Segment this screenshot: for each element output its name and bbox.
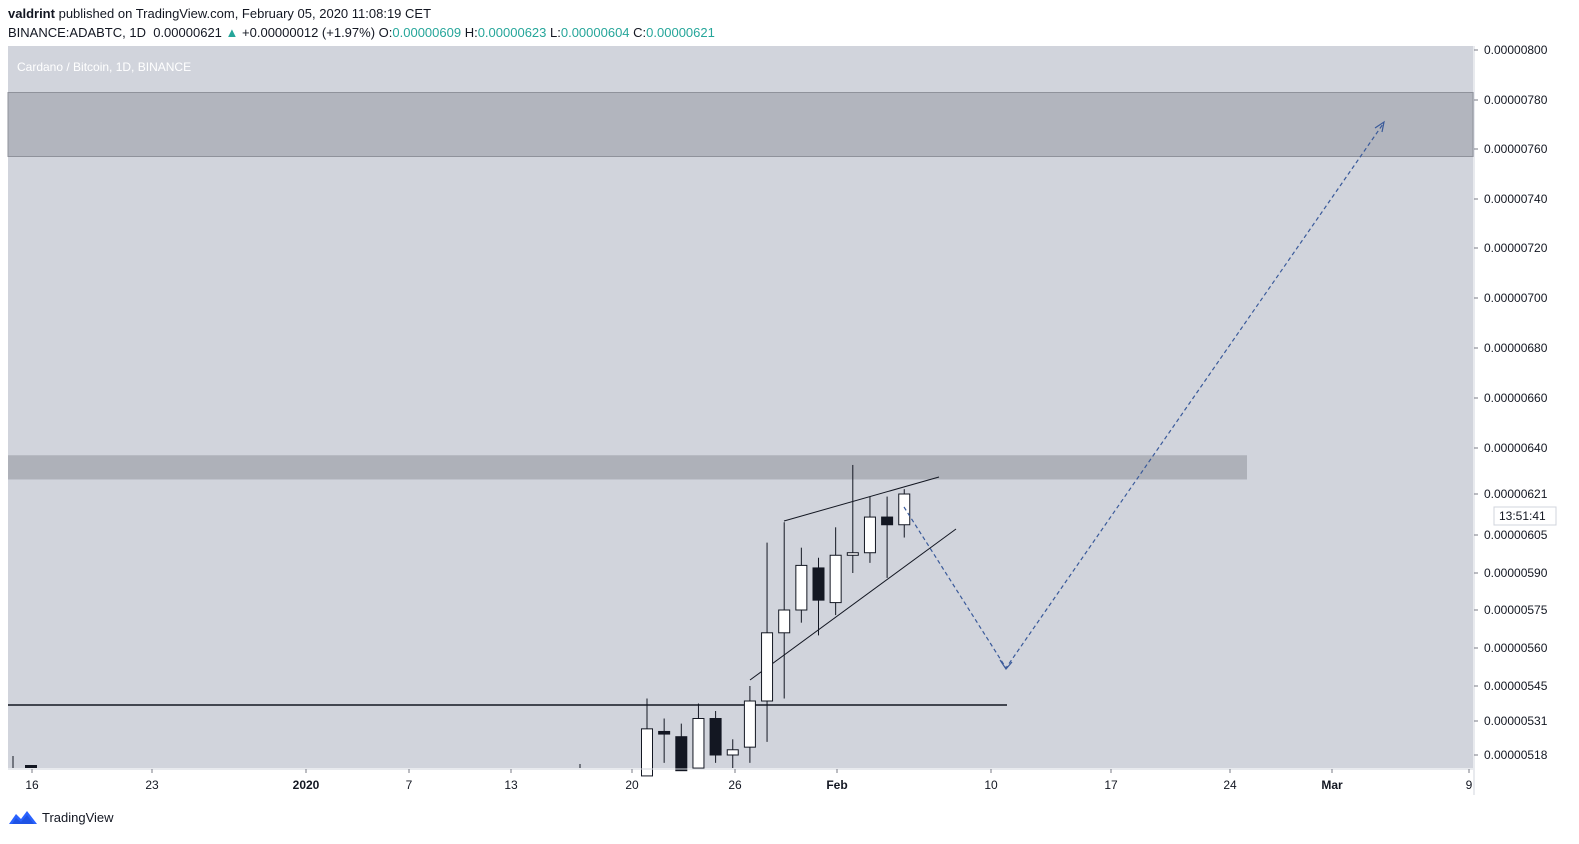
candle-body [795, 564, 808, 611]
price-tick-label: 0.00000621 [1484, 487, 1548, 501]
candle-body [658, 730, 671, 735]
countdown-label: 13:51:41 [1499, 509, 1546, 523]
price-tick-label: 0.00000700 [1484, 291, 1548, 305]
price-tick-label: 0.00000760 [1484, 142, 1548, 156]
chart-title: Cardano / Bitcoin, 1D, BINANCE [17, 60, 191, 74]
candle [829, 527, 842, 616]
time-tick-label: 2020 [293, 778, 320, 792]
candle [881, 496, 894, 578]
candle [846, 464, 859, 573]
candle-body [709, 718, 722, 756]
close-value: 0.00000621 [646, 25, 715, 40]
time-tick-label: 24 [1223, 778, 1237, 792]
candle-body [743, 700, 756, 748]
time-tick-label: 9 [1466, 778, 1473, 792]
time-tick-label: 7 [406, 778, 413, 792]
countdown-box [1493, 506, 1557, 526]
price-tick-label: 0.00000660 [1484, 391, 1548, 405]
price-tick-label: 0.00000518 [1484, 748, 1548, 762]
candle [743, 686, 756, 763]
candle-body [881, 516, 894, 526]
candle [675, 723, 688, 772]
time-tick-label: 17 [1104, 778, 1118, 792]
time-tick-label: Feb [826, 778, 847, 792]
brand-label: TradingView [42, 809, 114, 825]
candle [709, 711, 722, 763]
candle-body [846, 552, 859, 556]
projection-arrow-down [999, 659, 1013, 670]
plot-area [8, 46, 1473, 768]
candle-body [761, 632, 774, 702]
price-tick-label: 0.00000590 [1484, 566, 1548, 580]
candle-body [812, 567, 825, 601]
time-tick-label: 26 [728, 778, 742, 792]
resistance-zone-lower [8, 455, 1247, 480]
time-tick-label: Mar [1321, 778, 1343, 792]
high-label: H: [464, 25, 478, 40]
publish-info: valdrint published on TradingView.com, F… [8, 6, 431, 21]
candle [795, 547, 808, 623]
change-up-icon: ▲ [225, 25, 239, 40]
time-tick-label: 23 [145, 778, 159, 792]
resistance-zone-upper [7, 92, 1474, 157]
author-name[interactable]: valdrint [8, 6, 55, 21]
candle [898, 489, 911, 538]
candle-body [641, 728, 653, 777]
close-label: C: [633, 25, 647, 40]
price-tick-label: 0.00000560 [1484, 641, 1548, 655]
price-tick-label: 0.00000680 [1484, 341, 1548, 355]
open-label: O: [378, 25, 393, 40]
candle [641, 698, 653, 777]
candle-body [863, 516, 876, 554]
time-tick-label: 20 [625, 778, 639, 792]
price-tick-label: 0.00000640 [1484, 441, 1548, 455]
candle-body [692, 718, 705, 769]
price-tick-label: 0.00000720 [1484, 241, 1548, 255]
price-tick-label: 0.00000575 [1484, 603, 1548, 617]
price-tick-label: 0.00000780 [1484, 93, 1548, 107]
low-label: L: [550, 25, 561, 40]
price-tick-label: 0.00000605 [1484, 528, 1548, 542]
candle-body [829, 554, 842, 604]
candle-body [898, 493, 911, 526]
candle [778, 522, 791, 699]
low-value: 0.00000604 [560, 25, 630, 40]
high-value: 0.00000623 [477, 25, 547, 40]
candle-body [25, 765, 37, 768]
candle [658, 718, 671, 763]
price-tick-label: 0.00000545 [1484, 679, 1548, 693]
candle [863, 496, 876, 563]
candle [761, 542, 774, 742]
ohlc-legend: BINANCE:ADABTC, 1D 0.00000621 ▲ +0.00000… [8, 25, 715, 40]
wedge-upper-trendline [783, 476, 940, 522]
footer-brand[interactable]: TradingView [8, 808, 114, 826]
candle [726, 739, 739, 768]
open-value: 0.00000609 [392, 25, 462, 40]
candle-body [726, 749, 739, 756]
candle-body [778, 609, 791, 634]
candle-body [675, 736, 688, 772]
last-price: 0.00000621 [153, 25, 222, 40]
price-tick-label: 0.00000800 [1484, 43, 1548, 57]
price-tick-label: 0.00000740 [1484, 192, 1548, 206]
published-text: published on TradingView.com, February 0… [58, 6, 432, 21]
time-tick-label: 13 [504, 778, 518, 792]
change-value: +0.00000012 (+1.97%) [242, 25, 376, 40]
tradingview-logo-icon [9, 811, 37, 824]
price-tick-label: 0.00000531 [1484, 714, 1548, 728]
symbol-label: BINANCE:ADABTC, 1D [8, 25, 146, 40]
candle [692, 703, 705, 769]
time-tick-label: 10 [984, 778, 998, 792]
candle [812, 557, 825, 636]
time-tick-label: 16 [25, 778, 39, 792]
projection-arrow-up [1374, 120, 1385, 133]
